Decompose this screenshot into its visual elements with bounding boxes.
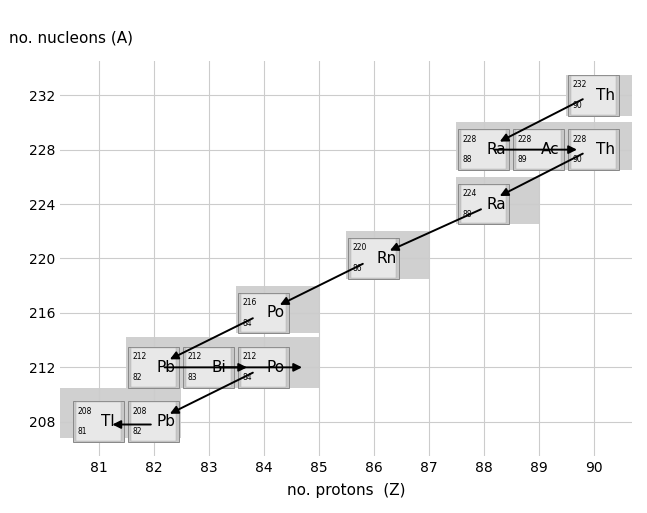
Bar	[128, 347, 179, 388]
Bar	[131, 403, 176, 441]
Text: Rn: Rn	[377, 251, 397, 266]
Text: 81: 81	[78, 427, 87, 437]
Bar	[183, 347, 234, 388]
Text: 89: 89	[518, 155, 527, 164]
Text: Th: Th	[597, 142, 615, 157]
Bar	[238, 347, 289, 388]
Bar	[73, 401, 124, 442]
Text: 84: 84	[243, 319, 252, 328]
Bar	[516, 130, 561, 169]
Bar	[348, 238, 399, 279]
Bar	[236, 286, 318, 333]
Text: Bi: Bi	[212, 360, 226, 375]
Text: Po: Po	[267, 305, 285, 321]
Text: 212: 212	[188, 352, 202, 361]
Bar	[458, 184, 509, 225]
Bar	[60, 388, 181, 438]
Bar	[568, 75, 619, 115]
Text: 88: 88	[463, 210, 472, 219]
Text: 208: 208	[78, 407, 92, 416]
Text: 232: 232	[573, 80, 587, 89]
Bar	[461, 185, 506, 223]
Bar	[461, 130, 506, 169]
Bar	[238, 292, 289, 333]
Text: Ac: Ac	[542, 142, 560, 157]
Bar	[128, 401, 179, 442]
Text: 82: 82	[133, 373, 142, 382]
Bar	[186, 348, 231, 387]
Bar	[571, 130, 616, 169]
Bar	[568, 129, 619, 170]
Text: Pb: Pb	[157, 415, 175, 429]
Text: Ra: Ra	[487, 196, 506, 211]
Bar	[571, 76, 616, 114]
Bar	[241, 293, 286, 332]
Text: Pb: Pb	[157, 360, 175, 375]
Text: 212: 212	[133, 352, 147, 361]
Text: 82: 82	[133, 427, 142, 437]
Text: 83: 83	[188, 373, 197, 382]
Bar	[351, 239, 396, 278]
Text: Po: Po	[267, 360, 285, 375]
Text: 216: 216	[243, 298, 257, 307]
Bar	[241, 348, 286, 387]
Text: 228: 228	[463, 134, 477, 144]
Text: 228: 228	[573, 134, 587, 144]
Text: no. nucleons (A): no. nucleons (A)	[8, 30, 133, 46]
X-axis label: no. protons  (Z): no. protons (Z)	[287, 483, 405, 498]
Text: 220: 220	[353, 243, 367, 252]
Text: Ra: Ra	[487, 142, 506, 157]
Text: Tl: Tl	[102, 415, 115, 429]
Text: 84: 84	[243, 373, 252, 382]
Text: 90: 90	[573, 101, 582, 110]
Text: 88: 88	[463, 155, 472, 164]
Bar	[126, 338, 318, 388]
Text: 228: 228	[518, 134, 532, 144]
Text: 212: 212	[243, 352, 257, 361]
Bar	[456, 123, 632, 170]
Bar	[346, 231, 428, 279]
Bar	[513, 129, 564, 170]
Text: 224: 224	[463, 189, 477, 198]
Bar	[458, 129, 509, 170]
Bar	[566, 75, 632, 115]
Text: 208: 208	[133, 407, 147, 416]
Text: 90: 90	[573, 155, 582, 164]
Text: Th: Th	[597, 88, 615, 103]
Bar	[131, 348, 176, 387]
Text: 86: 86	[353, 264, 362, 273]
Bar	[76, 403, 121, 441]
Bar	[456, 177, 538, 225]
